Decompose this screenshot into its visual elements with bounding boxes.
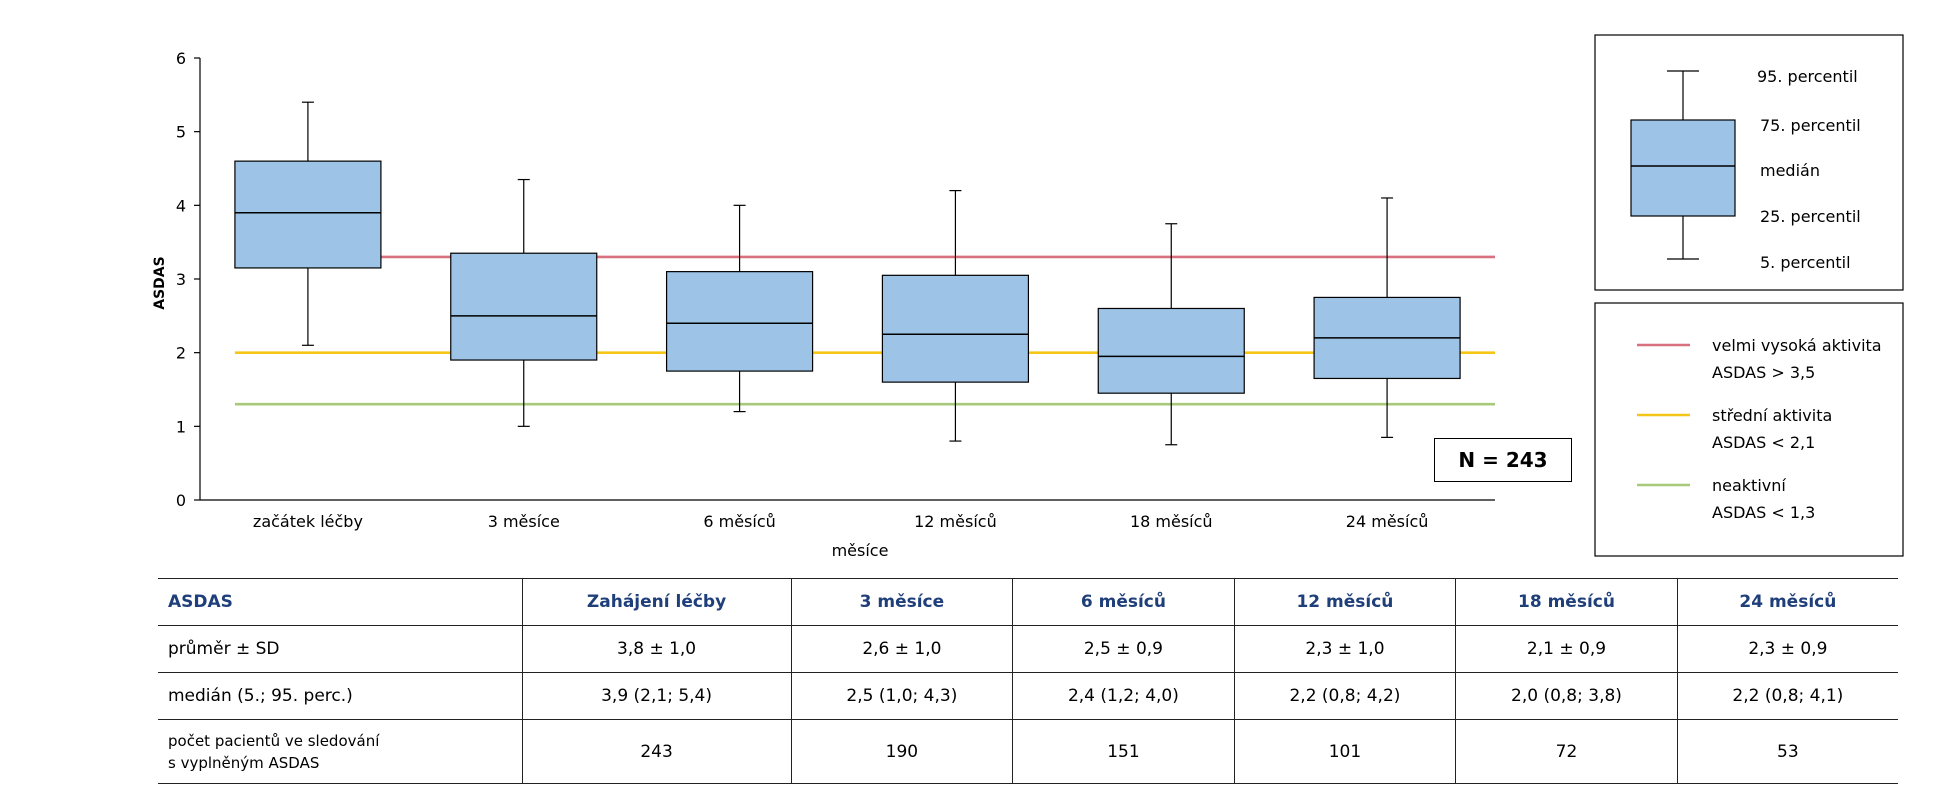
box-item — [450, 178, 598, 427]
table-row-label-line: s vyplněným ASDAS — [168, 753, 320, 772]
legend-box-panel — [1594, 34, 1904, 291]
table-cell: 243 — [521, 719, 792, 784]
table-row: počet pacientů ve sledování s vyplněným A… — [158, 719, 1898, 784]
y-tick-label: 2 — [176, 344, 186, 363]
legend-line-label: střední aktivita — [1712, 406, 1832, 425]
table-cell: 2,1 ± 0,9 — [1455, 625, 1678, 673]
legend-median-label: medián — [1760, 161, 1820, 180]
x-tick-label: 24 měsíců — [1346, 512, 1429, 531]
y-tick-label: 0 — [176, 491, 186, 510]
box-body — [881, 274, 1030, 383]
box-body — [450, 252, 598, 361]
table-cell: 2,2 (0,8; 4,2) — [1233, 672, 1456, 720]
y-axis-title: ASDAS — [152, 256, 168, 309]
legend-p5-label: 5. percentil — [1760, 253, 1851, 272]
legend-line-sublabel: ASDAS > 3,5 — [1712, 363, 1815, 382]
legend-line-label: velmi vysoká aktivita — [1712, 336, 1882, 355]
table-cell: 3,8 ± 1,0 — [521, 625, 792, 673]
x-tick-label: 6 měsíců — [703, 512, 775, 531]
legend-q1-label: 25. percentil — [1760, 207, 1861, 226]
legend-box-glyph — [1630, 70, 1736, 260]
table-row-label-line: počet pacientů ve sledování — [168, 731, 380, 750]
table-header-cell: 6 měsíců — [1012, 578, 1235, 626]
box-series — [234, 101, 1461, 446]
reference-lines — [234, 255, 1495, 406]
y-tick-label: 4 — [176, 196, 186, 215]
box-item — [665, 204, 814, 413]
box-body — [1097, 307, 1245, 394]
table-cell: 3,9 (2,1; 5,4) — [521, 672, 792, 720]
table-header-label: ASDAS — [158, 578, 522, 626]
table-header-cell: 3 měsíce — [790, 578, 1013, 626]
table-row-label: medián (5.; 95. perc.) — [158, 672, 522, 720]
table-cell: 2,3 ± 1,0 — [1233, 625, 1456, 673]
table-cell: 53 — [1676, 719, 1898, 784]
legend-lines: velmi vysoká aktivita ASDAS > 3,5 střední … — [1637, 336, 1882, 522]
x-axis-title: měsíce — [832, 541, 889, 560]
legend-line-sublabel: ASDAS < 1,3 — [1712, 503, 1815, 522]
table-row: průměr ± SD 3,8 ± 1,0 2,6 ± 1,0 2,5 ± 0,9 2,… — [158, 625, 1898, 673]
x-tick-label: 3 měsíce — [488, 512, 560, 531]
table-cell: 151 — [1012, 719, 1235, 784]
y-tick-label: 5 — [176, 123, 186, 142]
legend-line-sublabel: ASDAS < 2,1 — [1712, 433, 1815, 452]
table-cell: 2,5 (1,0; 4,3) — [790, 672, 1013, 720]
box-body — [234, 160, 382, 269]
table-header-cell: 12 měsíců — [1233, 578, 1456, 626]
box-body — [665, 271, 814, 372]
table-cell: 2,6 ± 1,0 — [790, 625, 1013, 673]
table-cell: 101 — [1233, 719, 1456, 784]
legend-lines-panel — [1594, 302, 1904, 557]
table-cell: 72 — [1455, 719, 1678, 784]
table-cell: 2,0 (0,8; 3,8) — [1455, 672, 1678, 720]
table-cell: 2,2 (0,8; 4,1) — [1676, 672, 1898, 720]
legend-line-label: neaktivní — [1712, 476, 1786, 495]
boxplot-chart: 0 1 2 3 4 5 6 začátek léčby 3 měsíce 6 měsíců 12 m… — [152, 34, 1904, 560]
sample-size-label: N = 243 — [1434, 438, 1572, 482]
table-cell: 2,3 ± 0,9 — [1676, 625, 1898, 673]
table-header-cell: Zahájení léčby — [521, 578, 792, 626]
y-tick-label: 1 — [176, 417, 186, 436]
table-row-label: průměr ± SD — [158, 625, 522, 673]
x-tick-label: 18 měsíců — [1130, 512, 1213, 531]
box-item — [881, 190, 1030, 442]
table-row-label: počet pacientů ve sledování s vyplněným A… — [158, 719, 522, 784]
table-cell: 2,5 ± 0,9 — [1012, 625, 1235, 673]
statistics-table: ASDAS Zahájení léčby 3 měsíce 6 měsíců 12 mě… — [158, 578, 1898, 784]
table-header-cell: 24 měsíců — [1676, 578, 1898, 626]
legend-p95-label: 95. percentil — [1757, 67, 1858, 86]
table-row: medián (5.; 95. perc.) 3,9 (2,1; 5,4) 2,5 … — [158, 672, 1898, 720]
table-header-row: ASDAS Zahájení léčby 3 měsíce 6 měsíců 12 mě… — [158, 578, 1898, 626]
x-tick-label: začátek léčby — [253, 512, 363, 531]
chart-axes: 0 1 2 3 4 5 6 začátek léčby 3 měsíce 6 měsíců 12 m… — [176, 49, 1495, 531]
x-tick-label: 12 měsíců — [914, 512, 997, 531]
legend-box-body — [1630, 119, 1736, 217]
y-tick-label: 6 — [176, 49, 186, 68]
table-header-cell: 18 měsíců — [1455, 578, 1678, 626]
box-item — [1097, 223, 1245, 446]
table-cell: 2,4 (1,2; 4,0) — [1012, 672, 1235, 720]
box-item — [234, 101, 382, 346]
table-cell: 190 — [790, 719, 1013, 784]
legend-q3-label: 75. percentil — [1760, 116, 1861, 135]
box-item — [1313, 197, 1461, 438]
y-tick-label: 3 — [176, 270, 186, 289]
